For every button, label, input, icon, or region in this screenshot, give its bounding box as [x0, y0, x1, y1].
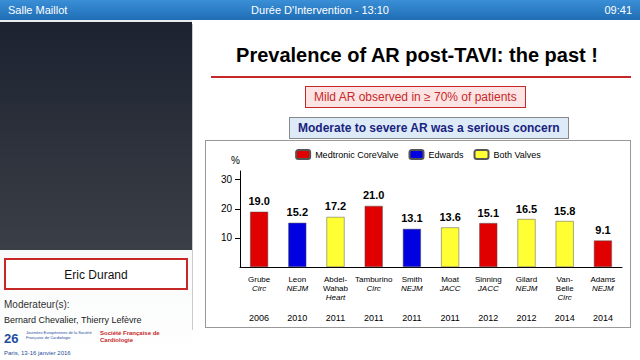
svg-text:2011: 2011 [402, 313, 421, 323]
svg-text:Both Valves: Both Valves [494, 150, 542, 160]
svg-text:15.8: 15.8 [554, 205, 575, 217]
svg-text:Gilard: Gilard [516, 275, 537, 284]
svg-text:2010: 2010 [287, 313, 307, 323]
html-text:Eric Durand: Eric Durand [64, 268, 128, 282]
svg-text:2011: 2011 [440, 313, 459, 323]
html-text:Moderateur(s):: Moderateur(s): [4, 299, 70, 310]
svg-text:20: 20 [221, 203, 233, 214]
svg-text:2006: 2006 [249, 313, 269, 323]
html-text:09:41: 09:41 [604, 4, 632, 16]
svg-text:10: 10 [221, 232, 233, 243]
svg-text:Circ: Circ [558, 293, 572, 302]
svg-text:JACC: JACC [477, 284, 499, 293]
svg-text:17.2: 17.2 [325, 200, 346, 212]
svg-text:Circ: Circ [252, 284, 266, 293]
html-text:Mild AR observed in ≥ 70% of p: Mild AR observed in ≥ 70% of patients [314, 90, 517, 104]
svg-text:NEJM: NEJM [592, 284, 614, 293]
svg-text:2012: 2012 [516, 313, 536, 323]
svg-text:Grube: Grube [248, 275, 271, 284]
svg-text:%: % [231, 155, 240, 166]
html-text:Durée D'Intervention - 13:10: Durée D'Intervention - 13:10 [251, 4, 389, 16]
svg-text:2012: 2012 [478, 313, 498, 323]
svg-text:Edwards: Edwards [428, 150, 464, 160]
html-text:Société Française de Cardiolog: Société Française de Cardiologie [100, 330, 160, 343]
svg-text:NEJM: NEJM [401, 284, 423, 293]
svg-text:Belle: Belle [556, 284, 574, 293]
html-text:26: 26 [4, 331, 19, 346]
html-text:Journées Européennes de la Soc: Journées Européennes de la Société Franç… [26, 330, 92, 340]
html-text:Prevalence of AR post-TAVI: th: Prevalence of AR post-TAVI: the past ! [236, 44, 598, 66]
svg-text:2014: 2014 [555, 313, 575, 323]
svg-text:Van-: Van- [557, 275, 574, 284]
svg-text:2014: 2014 [593, 313, 613, 323]
svg-text:NEJM: NEJM [286, 284, 308, 293]
svg-text:2011: 2011 [364, 313, 383, 323]
svg-text:13.6: 13.6 [439, 211, 460, 223]
html-text:Moderate to severe AR was a se: Moderate to severe AR was a serious conc… [298, 121, 560, 135]
svg-text:19.0: 19.0 [248, 195, 269, 207]
svg-text:Moat: Moat [441, 275, 460, 284]
html-text:Salle Maillot: Salle Maillot [8, 4, 68, 16]
svg-text:15.2: 15.2 [287, 206, 308, 218]
svg-text:Circ: Circ [367, 284, 381, 293]
svg-text:Medtronic CoreValve: Medtronic CoreValve [315, 150, 398, 160]
html-text:Paris, 13-16 janvier 2016: Paris, 13-16 janvier 2016 [4, 350, 71, 356]
svg-text:30: 30 [221, 174, 233, 185]
svg-text:15.1: 15.1 [478, 207, 499, 219]
svg-text:Abdel-: Abdel- [324, 275, 347, 284]
svg-text:Leon: Leon [288, 275, 306, 284]
svg-text:16.5: 16.5 [516, 203, 537, 215]
html-text:Bernard Chevalier, Thierry Lef: Bernard Chevalier, Thierry Lefèvre [4, 315, 142, 325]
svg-text:2011: 2011 [326, 313, 345, 323]
svg-text:Smith: Smith [402, 275, 422, 284]
svg-text:NEJM: NEJM [516, 284, 538, 293]
svg-text:Wahab: Wahab [323, 284, 349, 293]
svg-text:9.1: 9.1 [595, 224, 610, 236]
svg-text:Heart: Heart [326, 293, 346, 302]
svg-text:Sinning: Sinning [475, 275, 502, 284]
svg-text:21.0: 21.0 [363, 189, 384, 201]
svg-text:13.1: 13.1 [401, 212, 422, 224]
svg-text:JACC: JACC [439, 284, 461, 293]
svg-text:Adams: Adams [590, 275, 615, 284]
svg-text:Tamburino: Tamburino [355, 275, 393, 284]
